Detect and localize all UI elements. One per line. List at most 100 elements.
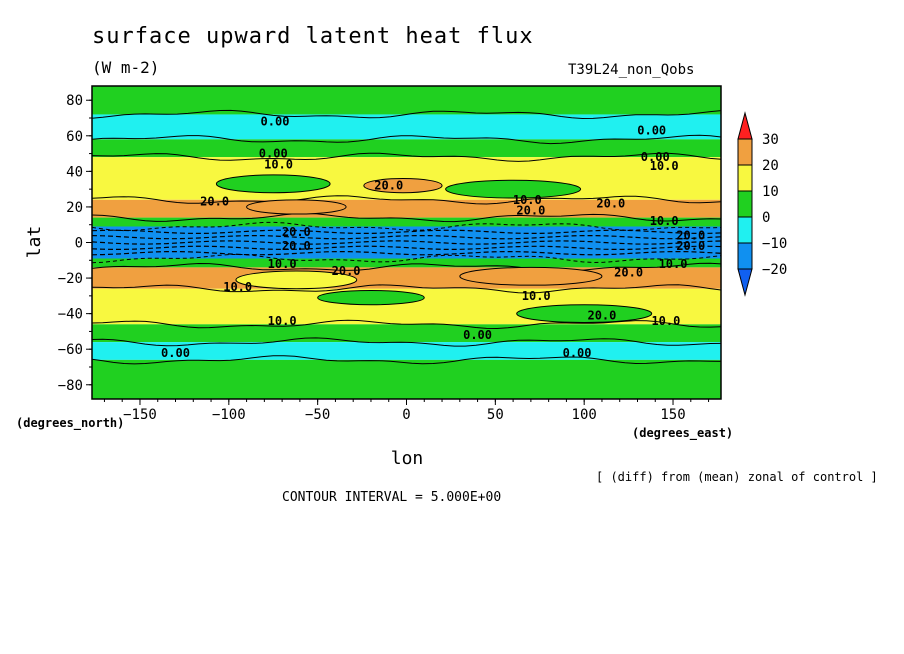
x-tick-label: −100 xyxy=(212,407,246,423)
y-axis: 80 60 40 20 0 −20 −40 −60 −80 xyxy=(58,93,92,394)
colorbar-label: 10 xyxy=(762,184,779,200)
band-0 xyxy=(92,86,721,115)
contour-label: 10.0 xyxy=(268,314,297,328)
y-tick-label: 40 xyxy=(66,164,83,180)
contour-line-6 xyxy=(91,254,722,264)
equatorial-contour-2 xyxy=(91,240,722,245)
contour-feature-0 xyxy=(215,174,331,194)
colorbar-top-arrow xyxy=(737,111,753,140)
x-axis-label: lon xyxy=(391,448,424,469)
x-tick-label: 150 xyxy=(660,407,685,423)
equatorial-contour-4 xyxy=(91,250,722,256)
contour-feature-2 xyxy=(445,179,582,199)
contour-label: 10.0 xyxy=(223,280,252,294)
y-tick-label: −60 xyxy=(58,342,83,358)
x-tick-label: −150 xyxy=(123,407,157,423)
contour-label: 10.0 xyxy=(659,257,688,271)
contour-label: 20.0 xyxy=(516,203,545,217)
contour-line-3 xyxy=(91,195,722,205)
y-tick-label: 80 xyxy=(66,93,83,109)
band-12 xyxy=(92,359,721,399)
contour-feature-7 xyxy=(516,304,653,324)
contour-label: 20.0 xyxy=(676,228,705,242)
contour-line-10 xyxy=(91,337,722,347)
equatorial-contour-3 xyxy=(91,245,722,251)
contour-label: 0.00 xyxy=(637,123,666,137)
colorbar-segment xyxy=(737,164,753,192)
contour-line-5 xyxy=(91,221,722,232)
contour-label: 20.0 xyxy=(200,195,229,209)
band-2 xyxy=(92,139,721,158)
diff-note: [ (diff) from (mean) zonal of control ] xyxy=(596,470,878,484)
y-axis-label: lat xyxy=(24,226,45,259)
contour-label: 10.0 xyxy=(264,157,293,171)
contour-label: 0.00 xyxy=(261,115,290,129)
colorbar-segment xyxy=(737,216,753,244)
contour-feature-3 xyxy=(246,199,347,215)
contour-line-7 xyxy=(91,262,722,273)
contour-label: 20.0 xyxy=(282,239,311,253)
colorbar-label: 0 xyxy=(762,210,770,226)
colorbar-label: −20 xyxy=(762,262,787,278)
contour-line-1 xyxy=(91,134,722,145)
contour-label: 10.0 xyxy=(650,214,679,228)
band-4 xyxy=(92,199,721,218)
contour-interval: CONTOUR INTERVAL = 5.000E+00 xyxy=(282,490,502,505)
x-tick-label: 0 xyxy=(402,407,410,423)
contour-lines xyxy=(91,109,722,365)
contour-line-2 xyxy=(91,152,722,162)
band-11 xyxy=(92,342,721,360)
contour-feature-6 xyxy=(317,290,425,306)
chart-title: surface upward latent heat flux xyxy=(92,24,534,49)
y-tick-label: 20 xyxy=(66,200,83,216)
x-tick-label: 50 xyxy=(487,407,504,423)
x-axis: −150 −100 −50 0 50 100 150 xyxy=(103,399,710,423)
y-tick-label: −80 xyxy=(58,378,83,394)
equatorial-contour-1 xyxy=(91,234,722,240)
contour-label: 20.0 xyxy=(614,266,643,280)
contour-label: 0.00 xyxy=(563,346,592,360)
x-tick-label: 100 xyxy=(572,407,597,423)
contour-feature-5 xyxy=(459,266,603,286)
contour-line-11 xyxy=(91,355,722,365)
contour-label: 10.0 xyxy=(513,193,542,207)
y-tick-label: −20 xyxy=(58,271,83,287)
colorbar-segment xyxy=(737,190,753,218)
x-tick-label: −50 xyxy=(305,407,330,423)
colorbar-label: 30 xyxy=(762,132,779,148)
contour-line-8 xyxy=(91,284,722,294)
contour-label: 20.0 xyxy=(596,196,625,210)
units-label: (W m-2) xyxy=(92,58,160,77)
run-label: T39L24_non_Qobs xyxy=(568,62,695,78)
y-tick-label: 0 xyxy=(75,236,83,252)
equatorial-contour-0 xyxy=(91,229,722,235)
contour-line-4 xyxy=(91,212,722,223)
contour-label: 10.0 xyxy=(522,289,551,303)
colorbar-label: 20 xyxy=(762,158,779,174)
contour-feature-1 xyxy=(363,177,443,194)
band-10 xyxy=(92,324,721,343)
contour-label: 10.0 xyxy=(651,314,680,328)
contour-label: 10.0 xyxy=(650,159,679,173)
y-tick-label: −40 xyxy=(58,307,83,323)
contour-label: 0.00 xyxy=(259,147,288,161)
contour-feature-4 xyxy=(235,270,358,290)
contour-label: 20.0 xyxy=(587,308,616,322)
band-7 xyxy=(92,258,721,268)
colorbar-segment xyxy=(737,242,753,270)
contour-label: 20.0 xyxy=(374,179,403,193)
x-units-label: (degrees_east) xyxy=(632,426,734,440)
contour-label: 0.00 xyxy=(641,150,670,164)
contour-label: 20.0 xyxy=(676,239,705,253)
colorbar-label: −10 xyxy=(762,236,787,252)
band-5 xyxy=(92,217,721,227)
contour-line-0 xyxy=(91,109,722,120)
colorbar-bottom-arrow xyxy=(737,268,753,297)
contour-label: 10.0 xyxy=(268,257,297,271)
contour-label: 0.00 xyxy=(161,346,190,360)
contour-label: 20.0 xyxy=(332,264,361,278)
contour-label: 0.00 xyxy=(463,328,492,342)
y-tick-label: 60 xyxy=(66,129,83,145)
